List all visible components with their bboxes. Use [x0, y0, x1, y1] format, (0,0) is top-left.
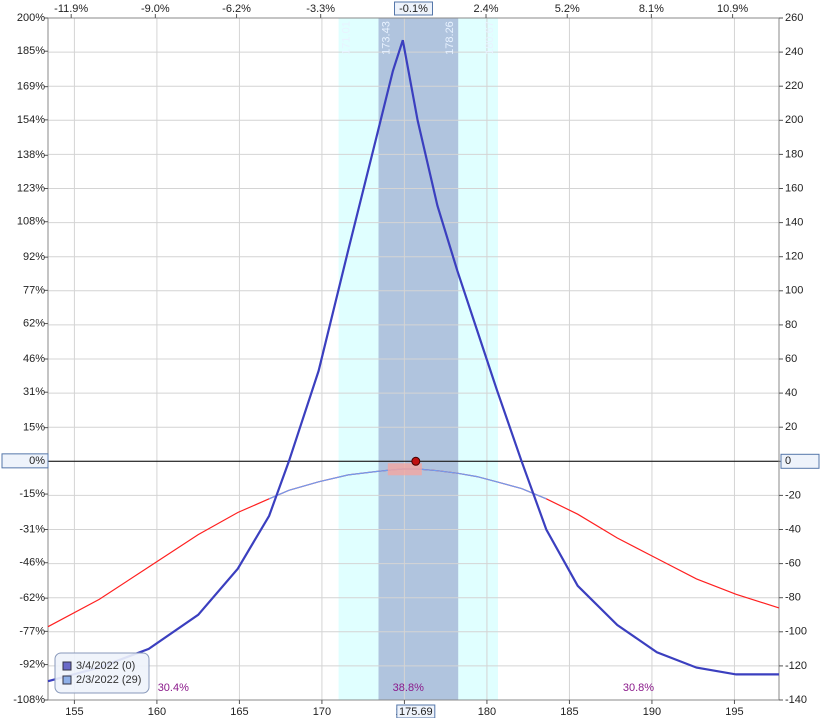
y-tick-label: 160 — [785, 182, 803, 194]
x-tick-label: 165 — [230, 706, 248, 718]
zero-box — [1, 453, 49, 469]
x-marker-box — [396, 704, 436, 718]
x2-tick-label: -3.3% — [306, 3, 335, 15]
y2-tick-label: 123% — [17, 182, 45, 194]
y2-tick-label: 77% — [23, 284, 45, 296]
legend-label: 3/4/2022 (0) — [76, 660, 135, 672]
y-tick-label: -20 — [785, 489, 801, 501]
current-highlight — [387, 463, 422, 476]
y2-tick-label: -46% — [19, 557, 45, 569]
zone-label: 38.8% — [393, 682, 424, 694]
legend-box — [54, 652, 150, 694]
y-tick-label: 200 — [785, 114, 803, 126]
band-label: 173.43 — [380, 21, 392, 55]
x2-tick-label: 8.1% — [639, 3, 664, 15]
y2-tick-label: 92% — [23, 251, 45, 263]
y-tick-label: 140 — [785, 217, 803, 229]
y-tick-label: 180 — [785, 148, 803, 160]
x-tick-label: 155 — [65, 706, 83, 718]
y-tick-label: 20 — [785, 421, 797, 433]
y-tick-label: 220 — [785, 80, 803, 92]
x2-tick-label: 10.9% — [717, 3, 748, 15]
y2-tick-label: 0% — [29, 455, 45, 467]
y2-tick-label: 62% — [23, 317, 45, 329]
x-tick-label: 170 — [313, 706, 331, 718]
y2-tick-label: -92% — [19, 658, 45, 670]
zone-label: 30.8% — [623, 682, 654, 694]
legend-swatch — [62, 661, 72, 671]
legend: 3/4/2022 (0) 2/3/2022 (29) — [54, 652, 150, 694]
band-label: 178.26 — [444, 21, 456, 55]
y-tick-label: 60 — [785, 353, 797, 365]
y2-tick-label: -77% — [19, 625, 45, 637]
y2-tick-label: 108% — [17, 216, 45, 228]
y2-tick-label: 31% — [23, 386, 45, 398]
current-point — [411, 456, 421, 466]
x-tick-label: 160 — [148, 706, 166, 718]
x2-tick-label: -9.0% — [141, 3, 170, 15]
y-tick-label: -140 — [785, 694, 807, 706]
y-tick-label: 100 — [785, 285, 803, 297]
y-tick-label: -40 — [785, 523, 801, 535]
y-tick-label: -120 — [785, 660, 807, 672]
y2-tick-label: -15% — [19, 488, 45, 500]
y-tick-label: -80 — [785, 592, 801, 604]
y2-tick-label: 185% — [17, 45, 45, 57]
y2-tick-label: 46% — [23, 353, 45, 365]
y2-tick-label: 169% — [17, 81, 45, 93]
series-line — [47, 39, 779, 683]
x-tick-label: 180 — [478, 706, 496, 718]
y2-tick-label: 15% — [23, 422, 45, 434]
y-tick-label: 260 — [785, 12, 803, 24]
x2-tick-label: -11.9% — [54, 3, 88, 15]
x2-tick-label: 5.2% — [555, 3, 580, 15]
zone-label: 30.4% — [158, 682, 189, 694]
band-label: 171.01 — [340, 21, 352, 55]
y-tick-label: -100 — [785, 626, 807, 638]
x2-tick-label: -6.2% — [222, 3, 251, 15]
y-tick-label: 40 — [785, 387, 797, 399]
y-tick-label: 80 — [785, 319, 797, 331]
y2-tick-label: -31% — [19, 523, 45, 535]
y-tick-label: 240 — [785, 46, 803, 58]
y2-tick-label: -108% — [13, 694, 45, 706]
y2-tick-label: 154% — [17, 114, 45, 126]
band-label: 180.67 — [484, 21, 496, 55]
x2-marker-label: -0.1% — [399, 3, 428, 15]
zero-box — [780, 453, 820, 469]
x2-marker-box — [394, 1, 433, 16]
y2-tick-label: -62% — [19, 592, 45, 604]
y2-tick-label: 200% — [17, 12, 45, 24]
legend-swatch — [62, 675, 72, 685]
y-tick-label: 0 — [785, 455, 791, 467]
x2-tick-label: 2.4% — [473, 3, 498, 15]
x-marker-label: 175.69 — [399, 706, 433, 718]
y-tick-label: 120 — [785, 251, 803, 263]
y-tick-label: -60 — [785, 558, 801, 570]
x-tick-label: 185 — [560, 706, 578, 718]
x-tick-label: 190 — [643, 706, 661, 718]
y2-tick-label: 138% — [17, 149, 45, 161]
legend-label: 2/3/2022 (29) — [76, 674, 141, 686]
x-tick-label: 195 — [725, 706, 743, 718]
